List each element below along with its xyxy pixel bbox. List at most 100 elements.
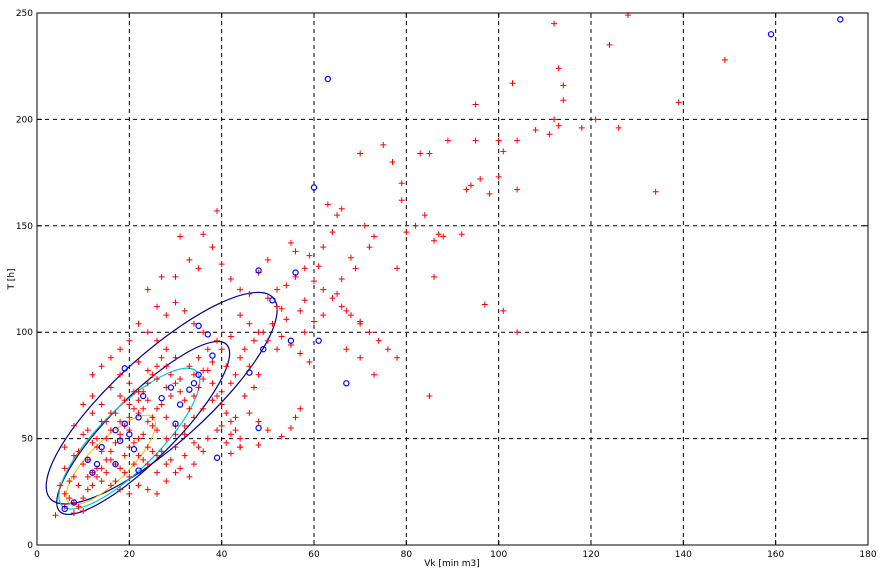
red-plus-point: [200, 448, 207, 455]
red-plus-point: [181, 307, 188, 314]
red-plus-point: [398, 197, 405, 204]
red-plus-point: [107, 482, 114, 489]
red-plus-point: [500, 148, 507, 155]
red-plus-point: [486, 190, 493, 197]
red-plus-point: [66, 478, 73, 485]
red-plus-point: [186, 473, 193, 480]
red-plus-point: [315, 263, 322, 270]
y-tick-label: 250: [16, 9, 33, 19]
red-plus-point: [426, 393, 433, 400]
red-plus-point: [75, 482, 82, 489]
red-plus-point: [80, 431, 87, 438]
red-plus-point: [117, 371, 124, 378]
red-plus-point: [154, 363, 161, 370]
red-plus-point: [223, 410, 230, 417]
red-plus-point: [117, 486, 124, 493]
red-plus-point: [140, 431, 147, 438]
red-plus-point: [223, 439, 230, 446]
red-plus-point: [204, 435, 211, 442]
red-plus-point: [94, 473, 101, 480]
red-plus-point: [163, 346, 170, 353]
x-tick-label: 140: [675, 550, 692, 560]
red-plus-point: [615, 124, 622, 131]
blue-circle-point: [89, 469, 96, 476]
blue-circle-point: [70, 499, 78, 506]
red-plus-point: [675, 99, 682, 106]
red-plus-point: [195, 265, 202, 272]
red-plus-point: [320, 244, 327, 251]
red-plus-point: [274, 286, 281, 293]
red-plus-point: [292, 414, 299, 421]
red-plus-point: [144, 418, 151, 425]
red-plus-point: [103, 435, 110, 442]
red-plus-point: [163, 414, 170, 421]
red-plus-point: [149, 422, 156, 429]
red-plus-point: [209, 244, 216, 251]
red-plus-point: [214, 393, 221, 400]
red-plus-point: [61, 444, 68, 451]
red-plus-point: [241, 393, 248, 400]
red-plus-point: [61, 465, 68, 472]
red-plus-point: [190, 393, 197, 400]
red-plus-point: [140, 405, 147, 412]
red-plus-point: [195, 384, 202, 391]
red-plus-point: [255, 371, 262, 378]
red-plus-point: [560, 97, 567, 104]
blue-circle-point: [112, 426, 119, 434]
red-plus-point: [154, 376, 161, 383]
red-plus-point: [334, 212, 341, 219]
red-plus-point: [163, 478, 170, 485]
red-plus-point: [237, 444, 244, 451]
red-plus-point: [98, 401, 105, 408]
red-plus-point: [269, 320, 276, 327]
red-plus-point: [232, 427, 239, 434]
red-plus-point: [172, 469, 179, 476]
red-plus-point: [311, 318, 317, 325]
red-plus-point: [112, 439, 119, 446]
red-plus-point: [70, 510, 77, 517]
red-plus-point: [172, 431, 179, 438]
red-plus-point: [195, 444, 202, 451]
y-tick-label: 200: [16, 115, 33, 125]
red-plus-point: [70, 452, 77, 459]
red-plus-point: [117, 465, 124, 472]
red-plus-point: [144, 329, 151, 336]
red-plus-point: [200, 231, 207, 238]
red-plus-point: [107, 354, 114, 361]
red-plus-point: [186, 256, 193, 263]
red-plus-point: [158, 448, 165, 455]
red-plus-point: [578, 124, 585, 131]
red-plus-point: [560, 82, 567, 89]
red-plus-point: [375, 337, 382, 344]
blue-circle-point: [204, 331, 212, 338]
blue-circle-point: [158, 394, 165, 402]
red-plus-point: [467, 182, 474, 189]
red-plus-point: [274, 346, 281, 353]
red-plus-point: [144, 286, 151, 293]
red-plus-point: [70, 422, 77, 429]
blue-circle-point: [130, 446, 138, 453]
red-plus-point: [283, 282, 290, 289]
red-plus-point: [135, 482, 142, 489]
red-plus-point: [181, 397, 188, 404]
red-plus-point: [227, 333, 234, 340]
red-plus-point: [218, 388, 225, 395]
red-plus-point: [103, 456, 110, 463]
red-plus-point: [154, 469, 161, 476]
red-plus-point: [177, 376, 184, 383]
red-plus-point: [117, 346, 124, 353]
red-plus-point: [431, 237, 438, 244]
red-plus-point: [287, 239, 294, 246]
red-plus-point: [89, 410, 96, 417]
red-plus-point: [177, 388, 184, 395]
red-plus-point: [135, 358, 142, 365]
red-plus-point: [278, 305, 285, 312]
blue-circle-point: [61, 505, 68, 513]
red-plus-point: [246, 320, 253, 327]
red-plus-point: [204, 346, 211, 353]
red-plus-point: [398, 180, 405, 187]
red-plus-point: [130, 461, 137, 468]
red-plus-point: [84, 486, 91, 493]
red-plus-point: [320, 286, 327, 293]
red-plus-point: [472, 101, 479, 108]
